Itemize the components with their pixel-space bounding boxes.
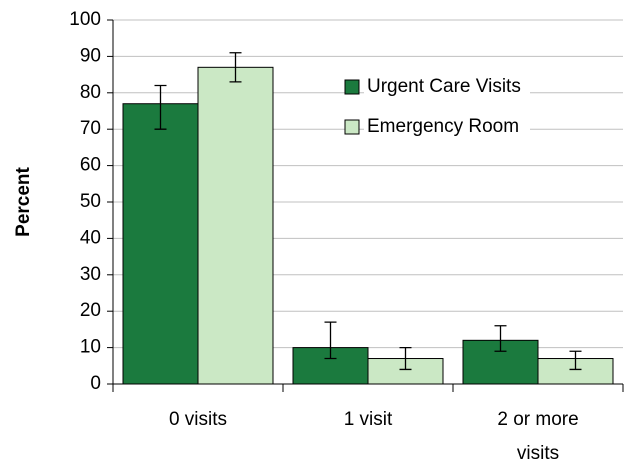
y-tick-label: 40: [80, 227, 101, 248]
x-tick-label: 2 or more visits: [497, 409, 578, 464]
error-bar: [494, 325, 507, 352]
error-bar: [229, 52, 242, 83]
legend-bg: [364, 115, 530, 139]
legend-bg: [364, 75, 530, 99]
legend-label: Urgent Care Visits: [367, 76, 521, 97]
legend-swatch: [344, 119, 360, 135]
error-bar: [324, 321, 337, 360]
error-bar: [154, 84, 167, 130]
y-tick-label: 80: [80, 82, 101, 103]
bar: [122, 103, 199, 385]
bar: [197, 66, 274, 385]
y-tick-label: 20: [80, 300, 101, 321]
error-bar: [399, 346, 412, 371]
y-tick-label: 50: [80, 191, 101, 212]
x-tick-label: 1 visit: [344, 409, 393, 430]
legend-swatch: [344, 79, 360, 95]
y-tick-label: 100: [69, 9, 101, 30]
legend-label: Emergency Room: [367, 116, 519, 137]
y-axis-title: Percent: [13, 166, 34, 236]
y-tick-label: 60: [80, 155, 101, 176]
y-tick-label: 70: [80, 118, 101, 139]
y-tick-label: 90: [80, 45, 101, 66]
y-tick-label: 30: [80, 264, 101, 285]
error-bar: [569, 350, 582, 371]
x-tick-label: 0 visits: [169, 409, 227, 430]
bar: [367, 358, 444, 385]
y-tick-label: 0: [90, 373, 101, 394]
y-tick-label: 10: [80, 337, 101, 358]
legend: Urgent Care Visits Emergency Room: [344, 75, 530, 139]
